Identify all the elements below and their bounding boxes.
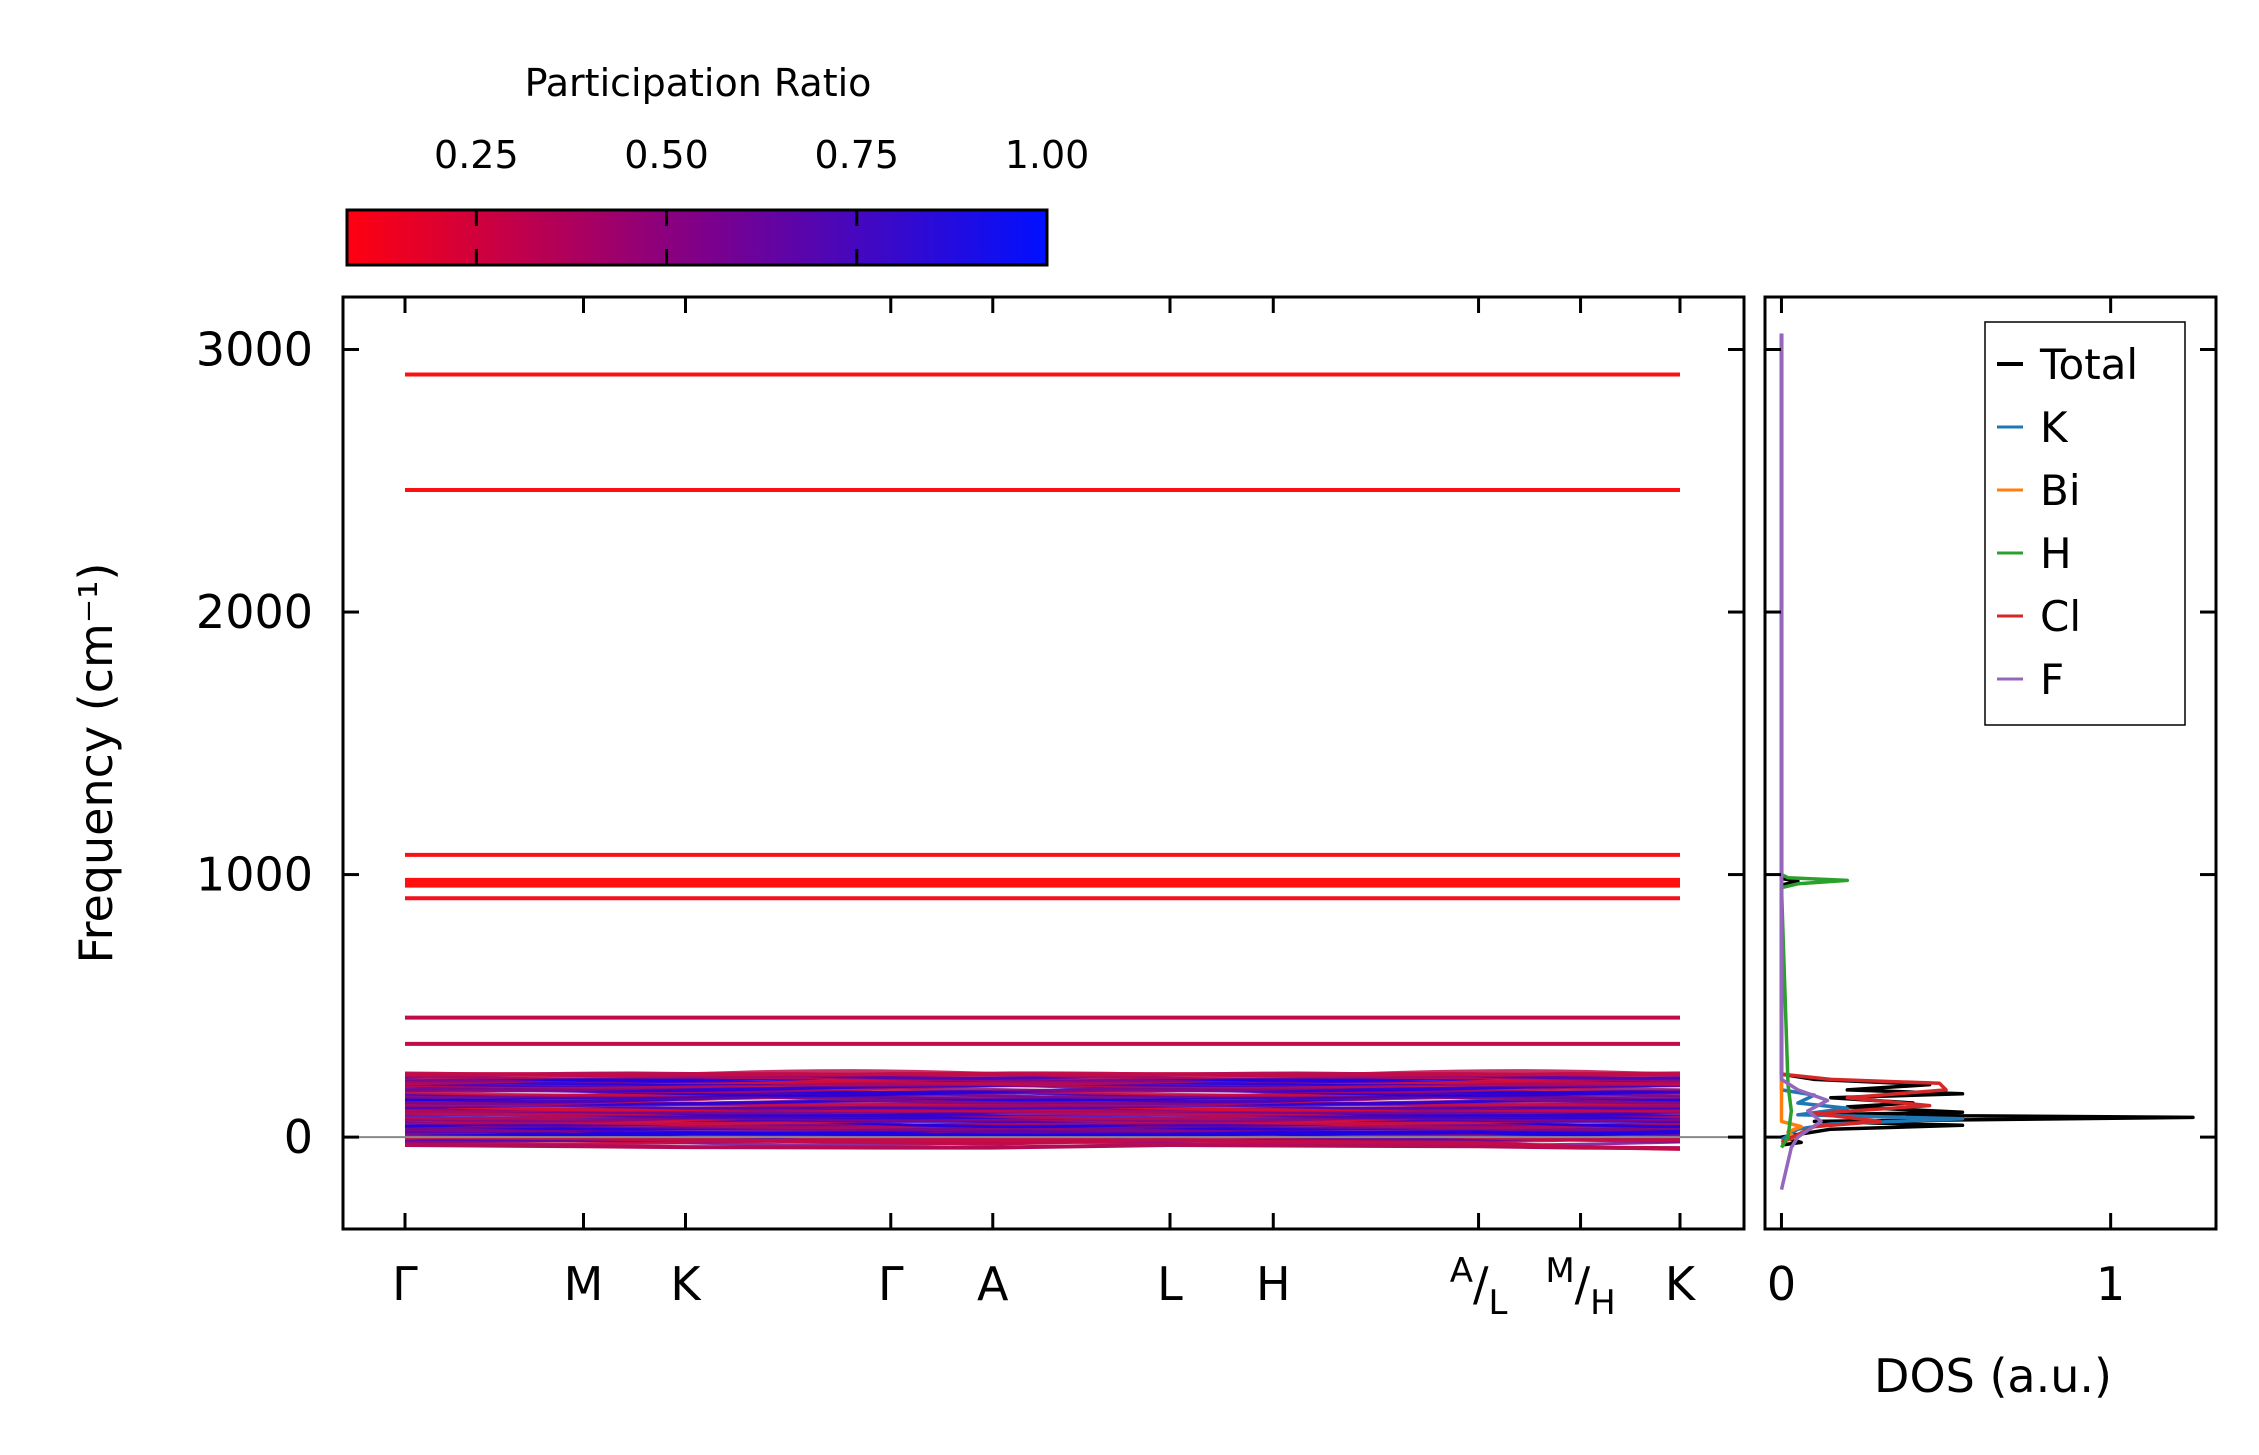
x-tick-label: L: [1157, 1257, 1183, 1311]
dos-curve-h: [1779, 333, 1850, 1149]
colorbar: Participation Ratio 0.25 0.50 0.75 1.00: [345, 61, 1090, 267]
x-tick-label: M: [564, 1257, 604, 1311]
y-tick-label: 3000: [196, 323, 313, 377]
dos-x-tick-label: 1: [2096, 1257, 2125, 1311]
colorbar-title: Participation Ratio: [525, 61, 872, 105]
colorbar-tick-label: 1.00: [1005, 133, 1090, 177]
y-tick-label: 1000: [196, 848, 313, 902]
x-tick-label: H: [1256, 1257, 1291, 1311]
dos-curve-f: [1779, 333, 1830, 1190]
colorbar-tick-label: 0.50: [624, 133, 709, 177]
dos-curve-k: [1779, 333, 1965, 1142]
colorbar-gradient: [345, 208, 1049, 267]
x-tick-label: Γ: [878, 1257, 904, 1311]
x-tick-label-bottom: H: [1590, 1283, 1616, 1323]
dos-x-axis-title: DOS (a.u.): [1874, 1349, 2112, 1403]
colorbar-tick-label: 0.25: [434, 133, 519, 177]
band-axes-frame: [341, 295, 1746, 1231]
x-tick-label: K: [1665, 1257, 1697, 1311]
dos-x-tick-label: 0: [1767, 1257, 1796, 1311]
dos-legend: Total K Bi H Cl F: [1984, 321, 2186, 726]
legend-label-bi: Bi: [2040, 466, 2080, 515]
legend-label-k: K: [2040, 403, 2069, 452]
legend-label-f: F: [2040, 655, 2064, 704]
dos-curve-cl: [1779, 333, 1948, 1144]
band-line-low: [404, 1142, 1681, 1151]
y-tick-label: 2000: [196, 585, 313, 639]
x-tick-label-top: A: [1450, 1251, 1473, 1291]
x-tick-label-top: M: [1545, 1251, 1574, 1291]
y-tick-label: 0: [284, 1110, 313, 1164]
band-line-low: [404, 1135, 1681, 1151]
x-tick-label: A/L: [1450, 1251, 1508, 1323]
x-tick-label-bottom: L: [1488, 1283, 1507, 1323]
y-axis-title-main: Frequency (cm⁻¹): [69, 563, 123, 964]
y-axis-title: Frequency (cm⁻¹): [69, 563, 123, 964]
colorbar-tick-label: 0.75: [814, 133, 899, 177]
legend-box: [1984, 321, 2186, 726]
dos-axes-frame: [1763, 295, 2218, 1231]
x-tick-label: M/H: [1545, 1251, 1615, 1323]
legend-label-h: H: [2040, 529, 2072, 578]
legend-label-cl: Cl: [2040, 592, 2081, 641]
x-tick-label: K: [670, 1257, 702, 1311]
legend-label-total: Total: [2039, 340, 2138, 389]
x-tick-label: Γ: [392, 1257, 418, 1311]
dos-panel: 0 1 DOS (a.u.) Total K Bi H Cl F: [1763, 295, 2218, 1403]
x-tick-label-slash: /: [1575, 1257, 1591, 1311]
band-line-low: [404, 1129, 1681, 1140]
x-tick-label-slash: /: [1473, 1257, 1489, 1311]
x-tick-label: A: [977, 1257, 1009, 1311]
